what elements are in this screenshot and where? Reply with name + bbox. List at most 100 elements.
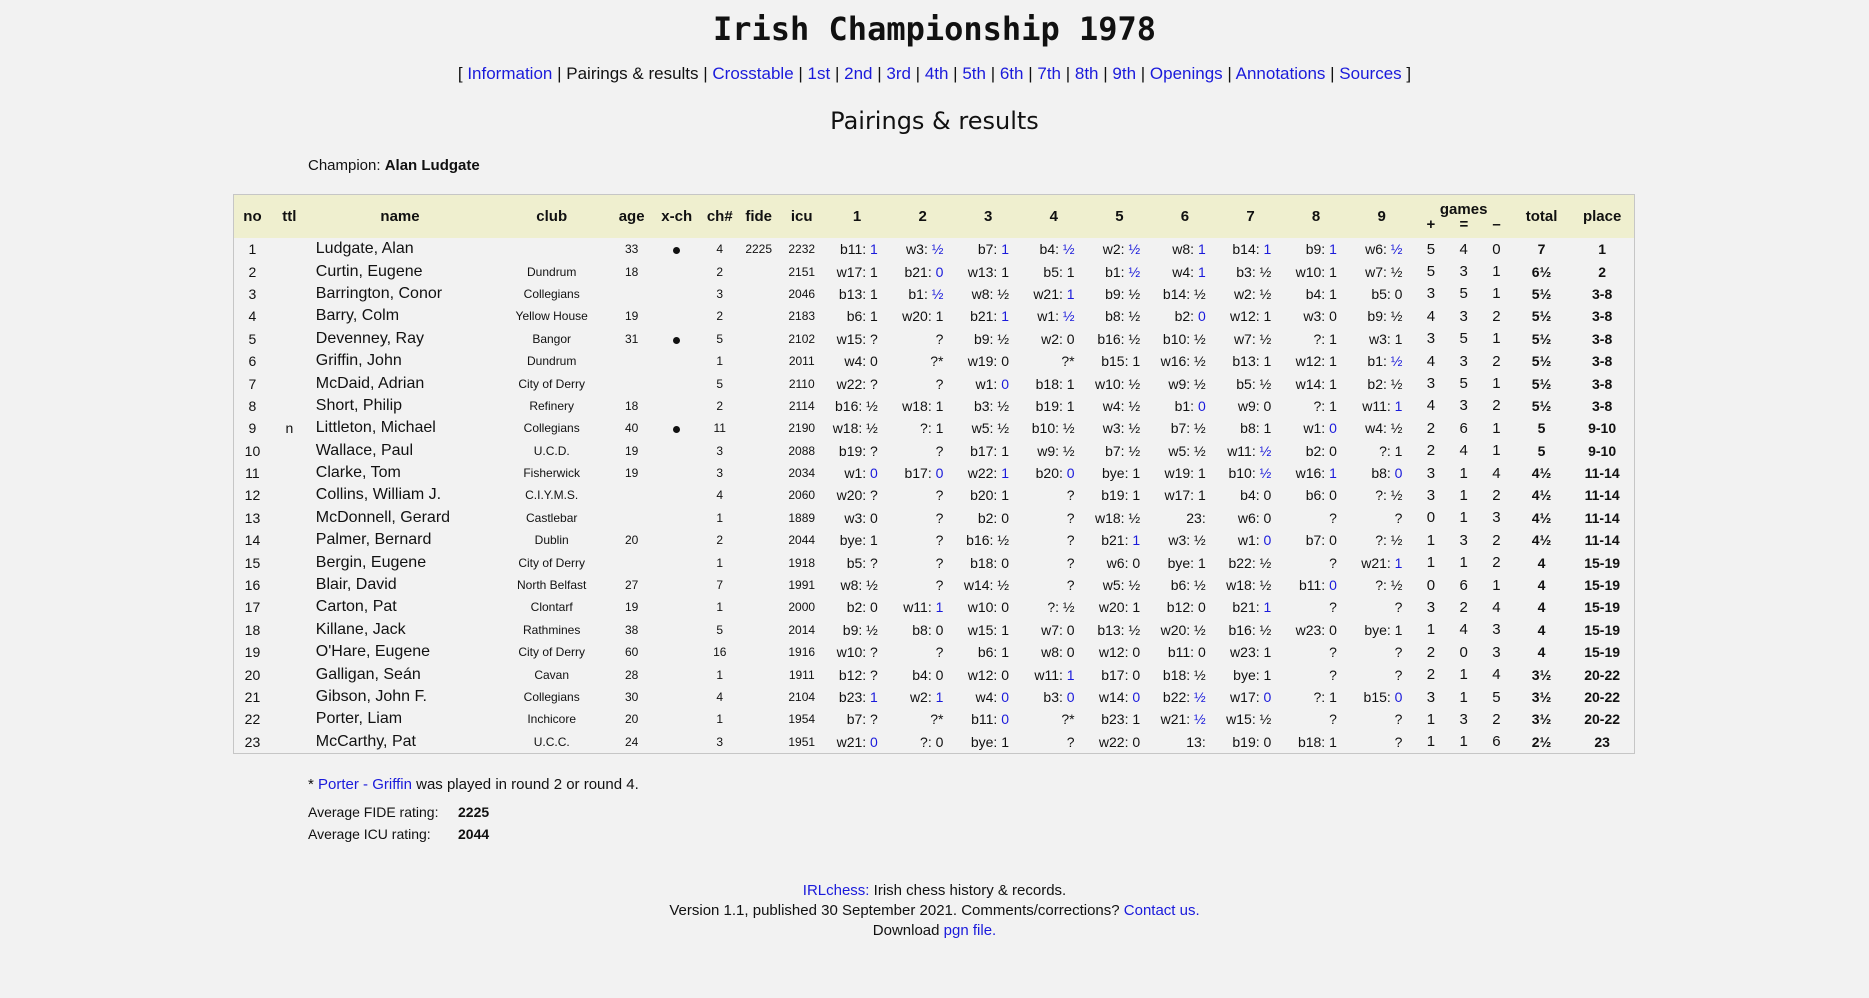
score-link[interactable]: 1 — [1263, 241, 1272, 258]
opponent: w21: — [836, 733, 867, 750]
round-6-result: w8: 1 — [1152, 238, 1218, 260]
score-link[interactable]: ½ — [931, 241, 944, 258]
score-link[interactable]: 1 — [1066, 285, 1075, 302]
score-link[interactable]: 0 — [1197, 397, 1206, 414]
score-link[interactable]: ½ — [1259, 442, 1272, 459]
score-link[interactable]: 0 — [1001, 375, 1009, 392]
score-link[interactable]: 1 — [870, 241, 878, 258]
opponent: b16: — [966, 532, 994, 549]
table-row: 10 Wallace, Paul U.C.D. 19 3 2088 b19: ?? b17: … — [234, 440, 1634, 462]
score-link[interactable]: ½ — [931, 285, 944, 302]
score-link[interactable]: 0 — [1132, 689, 1141, 705]
score-link[interactable]: 0 — [870, 733, 878, 750]
round-7-result: w9: 0 — [1218, 395, 1284, 417]
footnote: * Porter - Griffin was played in round 2… — [308, 776, 639, 793]
score-link[interactable]: 1 — [1066, 666, 1075, 683]
score-link[interactable]: 1 — [1132, 532, 1141, 549]
footnote-game-link[interactable]: Porter - Griffin — [318, 776, 412, 793]
nav-link-9[interactable]: 6th — [999, 64, 1024, 83]
score: 0 — [1001, 666, 1009, 683]
nav-link-12[interactable]: 9th — [1112, 64, 1137, 83]
score-link[interactable]: ½ — [1390, 353, 1403, 370]
score-link[interactable]: 0 — [1001, 689, 1009, 705]
score-link[interactable]: 0 — [1197, 308, 1206, 325]
score-link[interactable]: ½ — [1062, 308, 1075, 325]
score-link[interactable]: 1 — [935, 689, 944, 705]
round-8-result: ? — [1283, 663, 1349, 685]
score-link[interactable]: 0 — [1263, 532, 1272, 549]
score-link[interactable]: 0 — [935, 465, 944, 482]
player-xch — [652, 686, 701, 708]
player-club — [492, 238, 611, 260]
score-link[interactable]: 0 — [1001, 711, 1009, 728]
col-round-3: 3 — [984, 208, 993, 225]
score-link[interactable]: 0 — [1329, 420, 1337, 437]
games-eq-count: 4 — [1459, 240, 1468, 258]
score-link[interactable]: 1 — [1394, 397, 1403, 414]
score-link[interactable]: ½ — [1194, 689, 1206, 705]
player-title — [271, 395, 308, 417]
nav-link-13[interactable]: Openings — [1149, 64, 1223, 83]
score-link[interactable]: 1 — [870, 689, 878, 705]
nav-link-8[interactable]: 5th — [962, 64, 986, 83]
round-6-result: b22: ½ — [1152, 686, 1218, 708]
player-total: 6½ — [1531, 263, 1552, 280]
score-link[interactable]: 0 — [1394, 689, 1403, 705]
score-link[interactable]: 1 — [1001, 465, 1009, 482]
player-title — [271, 731, 308, 753]
nav-link-1[interactable]: Information — [467, 64, 553, 83]
score: ½ — [1194, 353, 1206, 370]
score-link[interactable]: ½ — [1128, 241, 1141, 258]
pgn-link[interactable]: pgn file. — [943, 922, 997, 939]
nav-link-3[interactable]: Crosstable — [712, 64, 794, 83]
score: 0 — [1001, 554, 1009, 571]
games-minus-count: 4 — [1492, 666, 1501, 684]
player-total: 4 — [1537, 577, 1546, 594]
col-round-6: 6 — [1180, 208, 1190, 225]
score-link[interactable]: 1 — [1394, 554, 1403, 571]
nav-link-14[interactable]: Annotations — [1235, 64, 1326, 83]
score-link[interactable]: 1 — [1263, 599, 1272, 616]
score-link[interactable]: 0 — [1066, 465, 1075, 482]
nav-link-15[interactable]: Sources — [1339, 64, 1402, 83]
player-icu: 2088 — [788, 443, 816, 458]
score-link[interactable]: ½ — [1194, 711, 1206, 728]
nav-link-10[interactable]: 7th — [1037, 64, 1061, 83]
score-link[interactable]: 0 — [935, 263, 944, 280]
player-no: 20 — [244, 666, 261, 683]
score: 1 — [1263, 353, 1272, 370]
nav-link-11[interactable]: 8th — [1074, 64, 1099, 83]
score-link[interactable]: ½ — [1128, 263, 1141, 280]
opponent: b2: — [1367, 375, 1387, 392]
games-eq-count: 1 — [1459, 733, 1468, 751]
score-link[interactable]: 0 — [1394, 465, 1403, 482]
score: ?* — [1061, 353, 1075, 370]
round-3-result: w12: 0 — [955, 663, 1021, 685]
score-link[interactable]: ½ — [1062, 241, 1075, 258]
nav-link-7[interactable]: 4th — [924, 64, 949, 83]
score-link[interactable]: 1 — [1197, 263, 1206, 280]
score: 1 — [870, 263, 878, 280]
score-link[interactable]: 0 — [870, 465, 878, 482]
opponent: w11: — [903, 599, 932, 616]
player-title — [271, 596, 308, 618]
opponent: b23: — [1101, 711, 1129, 728]
score-link[interactable]: ½ — [1390, 241, 1403, 258]
score-link[interactable]: 1 — [1001, 308, 1009, 325]
contact-link[interactable]: Contact us. — [1123, 902, 1200, 919]
score-link[interactable]: 1 — [1329, 241, 1337, 258]
score: ½ — [1259, 375, 1272, 392]
nav-link-6[interactable]: 3rd — [886, 64, 911, 83]
score-link[interactable]: 1 — [935, 599, 944, 616]
score-link[interactable]: ½ — [1259, 465, 1272, 482]
score-link[interactable]: 1 — [1329, 465, 1337, 482]
score-link[interactable]: 0 — [1263, 689, 1272, 705]
nav-link-4[interactable]: 1st — [807, 64, 831, 83]
score-link[interactable]: 0 — [1329, 577, 1337, 594]
games-minus-count: 1 — [1492, 419, 1501, 437]
score-link[interactable]: 1 — [1001, 241, 1009, 258]
score-link[interactable]: 1 — [1197, 241, 1206, 258]
nav-link-5[interactable]: 2nd — [844, 64, 873, 83]
site-link[interactable]: IRLchess: — [802, 882, 870, 899]
score-link[interactable]: 0 — [1066, 689, 1075, 705]
